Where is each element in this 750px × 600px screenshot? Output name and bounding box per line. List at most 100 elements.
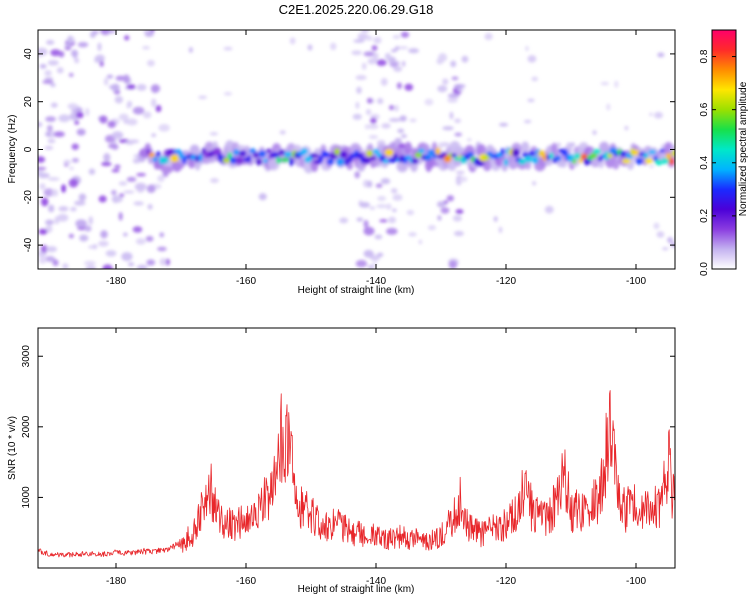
heatmap-cell — [380, 178, 391, 185]
heatmap-cell — [159, 232, 165, 238]
heatmap-cell — [657, 52, 665, 58]
heatmap-cell — [111, 131, 124, 140]
heatmap-cell — [77, 41, 89, 48]
heatmap-cell — [449, 111, 454, 120]
heatmap-cell — [351, 50, 362, 56]
heatmap-cell — [47, 139, 56, 144]
heatmap-cell — [300, 148, 309, 155]
heatmap-cell — [111, 195, 123, 203]
heatmap-cell — [43, 188, 55, 197]
heatmap-cell — [662, 247, 669, 251]
heatmap-cell — [369, 206, 376, 210]
snr-xtick-label: -180 — [106, 576, 126, 587]
heatmap-cell — [367, 180, 373, 188]
heatmap-cell — [57, 213, 69, 222]
heatmap-cell — [484, 33, 493, 41]
heatmap-cell — [318, 155, 324, 164]
heatmap-cell — [146, 184, 156, 193]
heatmap-cell — [159, 258, 167, 266]
heatmap-cell — [114, 164, 121, 169]
spectrogram-ytick-label: -40 — [23, 237, 34, 252]
heatmap-cell — [106, 30, 116, 34]
heatmap-cell — [649, 112, 653, 117]
snr-xtick-label: -160 — [236, 576, 256, 587]
heatmap-cell — [119, 193, 125, 197]
heatmap-cell — [248, 148, 257, 154]
snr-ytick-label: 1000 — [21, 486, 32, 509]
heatmap-cell — [289, 37, 296, 45]
heatmap-cell — [367, 58, 377, 65]
heatmap-cell — [106, 74, 114, 79]
heatmap-cell — [63, 159, 72, 165]
heatmap-cell — [466, 152, 474, 158]
heatmap-cell — [181, 157, 187, 164]
heatmap-cell — [142, 45, 150, 50]
heatmap-cell — [455, 209, 464, 215]
heatmap-cell — [103, 153, 111, 162]
heatmap-cell — [400, 134, 407, 139]
heatmap-cell — [114, 95, 124, 104]
heatmap-cell — [440, 142, 450, 147]
heatmap-cell — [103, 77, 109, 86]
heatmap-cell — [367, 124, 379, 130]
heatmap-cell — [648, 149, 657, 155]
heatmap-cell — [339, 151, 348, 159]
heatmap-cell — [280, 157, 290, 163]
heatmap-cell — [210, 178, 219, 183]
heatmap-cell — [365, 35, 373, 41]
spectrogram-frame — [37, 29, 676, 270]
heatmap-cell — [393, 66, 403, 72]
heatmap-cell — [653, 111, 663, 119]
heatmap-cell — [38, 156, 46, 163]
heatmap-cell — [450, 60, 457, 68]
heatmap-cell — [255, 158, 263, 166]
heatmap-cell — [223, 46, 233, 51]
heatmap-cell — [366, 149, 373, 157]
heatmap-cell — [388, 216, 397, 224]
spectrogram-ytick-label: 40 — [23, 48, 34, 60]
heatmap-cell — [661, 157, 670, 164]
heatmap-cell — [339, 217, 349, 224]
heatmap-cell — [435, 147, 441, 156]
heatmap-cell — [363, 226, 375, 236]
heatmap-cell — [353, 39, 365, 43]
heatmap-cell — [384, 148, 394, 157]
heatmap-cell — [102, 264, 113, 269]
heatmap-cell — [247, 154, 252, 163]
heatmap-cell — [44, 70, 52, 77]
heatmap-cell — [68, 233, 74, 239]
heatmap-cell — [531, 181, 537, 186]
heatmap-cell — [451, 153, 457, 158]
heatmap-cell — [118, 113, 129, 121]
heatmap-cell — [377, 97, 384, 105]
heatmap-cell — [97, 42, 102, 52]
spectrogram-panel: -180 -160 -140 -120 -100 -40 -20 0 20 40 Height o… — [7, 29, 676, 296]
heatmap-cell — [160, 156, 169, 164]
heatmap-cell — [85, 265, 97, 269]
heatmap-cell — [438, 142, 443, 150]
heatmap-cell — [447, 97, 458, 103]
heatmap-cell — [126, 118, 138, 126]
heatmap-cell — [101, 161, 112, 167]
heatmap-cell — [371, 261, 378, 266]
heatmap-cell — [352, 113, 362, 120]
heatmap-cell — [446, 195, 455, 202]
heatmap-cell — [397, 143, 406, 149]
heatmap-cell — [390, 49, 397, 53]
heatmap-cell — [67, 35, 73, 44]
colorbar-label: Normalized spectral amplitude — [738, 81, 749, 216]
heatmap-cell — [309, 153, 319, 159]
spectrogram-xtick-label: -180 — [106, 276, 126, 287]
heatmap-cell — [44, 145, 54, 150]
heatmap-cell — [92, 244, 98, 250]
heatmap-cell — [45, 116, 56, 122]
heatmap-cell — [455, 84, 461, 91]
heatmap-cell — [146, 259, 156, 266]
heatmap-cell — [123, 232, 128, 237]
heatmap-cell — [619, 150, 627, 157]
heatmap-cell — [406, 209, 415, 216]
heatmap-cell — [437, 215, 442, 221]
heatmap-cell — [578, 158, 584, 164]
heatmap-cell — [654, 159, 663, 166]
